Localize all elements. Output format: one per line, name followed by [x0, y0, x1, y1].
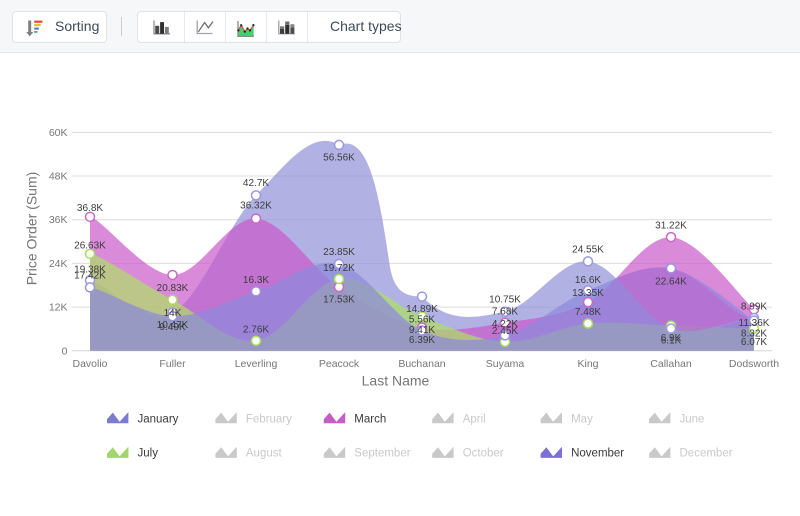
svg-text:16.6K: 16.6K — [575, 275, 601, 286]
svg-text:24K: 24K — [49, 258, 68, 270]
svg-text:26.63K: 26.63K — [74, 241, 106, 252]
svg-text:October: October — [463, 447, 504, 459]
svg-text:10.47K: 10.47K — [157, 320, 189, 331]
svg-text:31.22K: 31.22K — [655, 221, 687, 232]
svg-text:17.53K: 17.53K — [323, 295, 355, 306]
svg-text:July: July — [138, 447, 159, 459]
svg-text:9.41K: 9.41K — [409, 325, 435, 336]
svg-text:December: December — [680, 447, 733, 459]
svg-text:4.22K: 4.22K — [492, 319, 518, 330]
svg-text:23.85K: 23.85K — [323, 247, 355, 258]
svg-text:19.72K: 19.72K — [323, 263, 355, 274]
svg-text:2.45K: 2.45K — [492, 326, 518, 337]
svg-text:6.9K: 6.9K — [661, 333, 682, 344]
svg-text:King: King — [577, 358, 598, 370]
svg-text:Buchanan: Buchanan — [398, 358, 445, 370]
svg-text:Leverling: Leverling — [235, 358, 278, 370]
svg-text:6.1K: 6.1K — [661, 336, 682, 347]
svg-text:Last Name: Last Name — [362, 373, 430, 389]
svg-text:June: June — [680, 413, 705, 425]
svg-text:Dodsworth: Dodsworth — [729, 358, 779, 370]
svg-text:September: September — [354, 447, 410, 459]
svg-text:22.64K: 22.64K — [655, 277, 687, 288]
svg-text:9.49K: 9.49K — [159, 322, 185, 333]
svg-text:16.3K: 16.3K — [243, 275, 269, 286]
svg-text:14K: 14K — [164, 308, 182, 319]
svg-text:36.32K: 36.32K — [240, 201, 272, 212]
svg-text:Callahan: Callahan — [650, 358, 692, 370]
svg-text:August: August — [246, 447, 283, 459]
svg-text:February: February — [246, 413, 292, 425]
svg-text:13.35K: 13.35K — [572, 288, 604, 299]
svg-text:6.07K: 6.07K — [741, 337, 767, 348]
svg-text:Price Order (Sum): Price Order (Sum) — [24, 172, 40, 286]
svg-text:60K: 60K — [49, 127, 68, 139]
svg-text:10.75K: 10.75K — [489, 295, 521, 306]
svg-text:0: 0 — [62, 345, 68, 357]
svg-text:7.48K: 7.48K — [575, 307, 601, 318]
svg-text:April: April — [463, 413, 486, 425]
svg-text:Davolio: Davolio — [72, 358, 107, 370]
svg-text:42.7K: 42.7K — [243, 178, 269, 189]
svg-text:March: March — [354, 413, 386, 425]
svg-text:Suyama: Suyama — [486, 358, 525, 370]
svg-text:36.8K: 36.8K — [77, 203, 103, 214]
svg-text:6.39K: 6.39K — [409, 335, 435, 346]
svg-text:24.55K: 24.55K — [572, 244, 604, 255]
svg-text:8.99K: 8.99K — [741, 302, 767, 313]
svg-text:17.42K: 17.42K — [74, 271, 106, 282]
svg-text:November: November — [571, 447, 624, 459]
svg-text:8.32K: 8.32K — [741, 329, 767, 340]
svg-text:7.68K: 7.68K — [492, 307, 518, 318]
svg-text:May: May — [571, 413, 593, 425]
svg-text:2.76K: 2.76K — [243, 325, 269, 336]
svg-text:11.36K: 11.36K — [739, 318, 770, 329]
svg-text:Peacock: Peacock — [319, 358, 360, 370]
svg-text:14.89K: 14.89K — [406, 304, 438, 315]
svg-text:January: January — [138, 413, 179, 425]
svg-text:56.56K: 56.56K — [323, 153, 355, 164]
svg-text:36K: 36K — [49, 214, 68, 226]
svg-text:19.38K: 19.38K — [74, 265, 106, 276]
svg-text:20.83K: 20.83K — [157, 283, 189, 294]
svg-text:12K: 12K — [49, 302, 68, 314]
svg-text:48K: 48K — [49, 171, 68, 183]
svg-text:Fuller: Fuller — [159, 358, 186, 370]
svg-text:5.56K: 5.56K — [409, 315, 435, 326]
